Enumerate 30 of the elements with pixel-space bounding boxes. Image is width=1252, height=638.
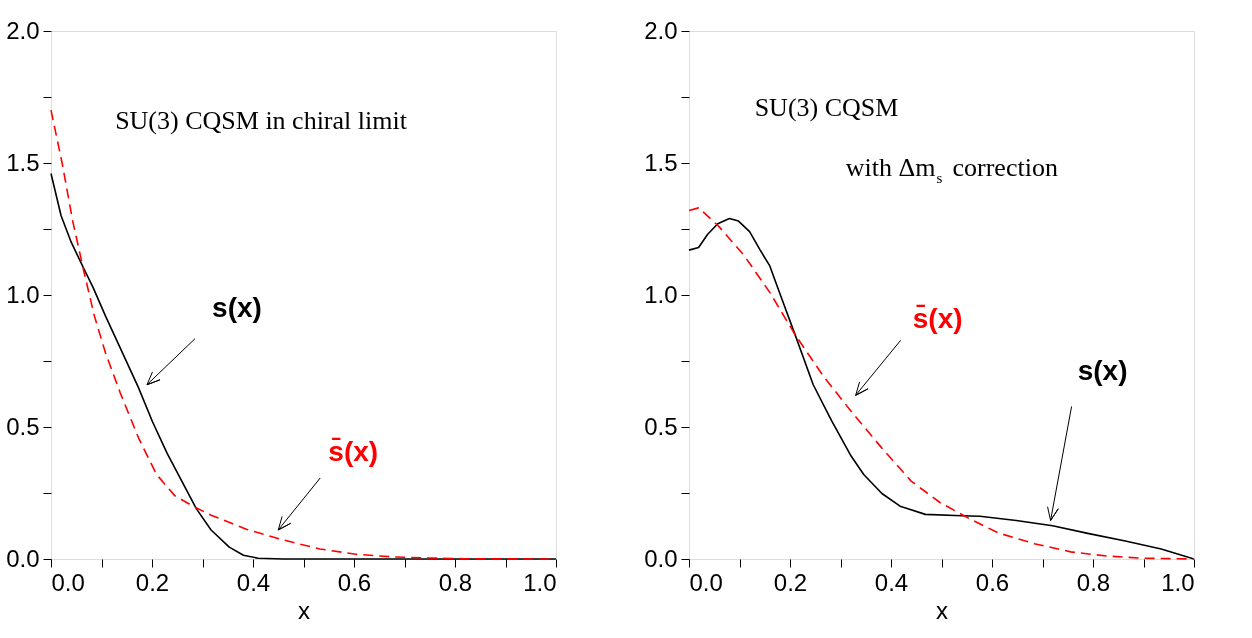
x-tick-label: 0.8 <box>1076 568 1111 596</box>
x-axis-title: x <box>936 596 948 624</box>
x-tick-label: 0.4 <box>874 568 909 596</box>
y-tick-label: 1.5 <box>6 148 40 176</box>
annotation: SU(3) CQSM in chiral limit <box>115 105 408 135</box>
y-tick-label: 0.0 <box>644 544 678 572</box>
annotation: s(x) <box>212 291 262 323</box>
y-tick-label: 0.5 <box>644 412 678 440</box>
annotation: s(x) <box>1077 355 1128 387</box>
y-tick-label: 0.0 <box>6 544 40 572</box>
x-axis-title: x <box>298 596 310 624</box>
x-tick-label: 0.0 <box>689 568 723 596</box>
annotation: s̄(x) <box>912 303 963 335</box>
y-tick-label: 0.5 <box>6 412 40 440</box>
x-tick-label: 0.8 <box>438 568 473 596</box>
y-tick-label: 2.0 <box>644 16 678 44</box>
annotation: s̄(x) <box>328 435 379 467</box>
x-tick-label: 0.2 <box>135 568 170 596</box>
annotation: SU(3) CQSM <box>754 92 899 122</box>
y-tick-label: 1.5 <box>644 148 678 176</box>
x-tick-label: 0.2 <box>773 568 808 596</box>
x-tick-label: 1.0 <box>523 568 557 596</box>
y-tick-label: 1.0 <box>644 280 678 308</box>
x-tick-label: 0.4 <box>236 568 271 596</box>
x-tick-label: 1.0 <box>1161 568 1195 596</box>
x-tick-label: 0.0 <box>51 568 85 596</box>
y-tick-label: 2.0 <box>6 16 40 44</box>
x-tick-label: 0.6 <box>337 568 372 596</box>
y-tick-label: 1.0 <box>6 280 40 308</box>
x-tick-label: 0.6 <box>975 568 1010 596</box>
